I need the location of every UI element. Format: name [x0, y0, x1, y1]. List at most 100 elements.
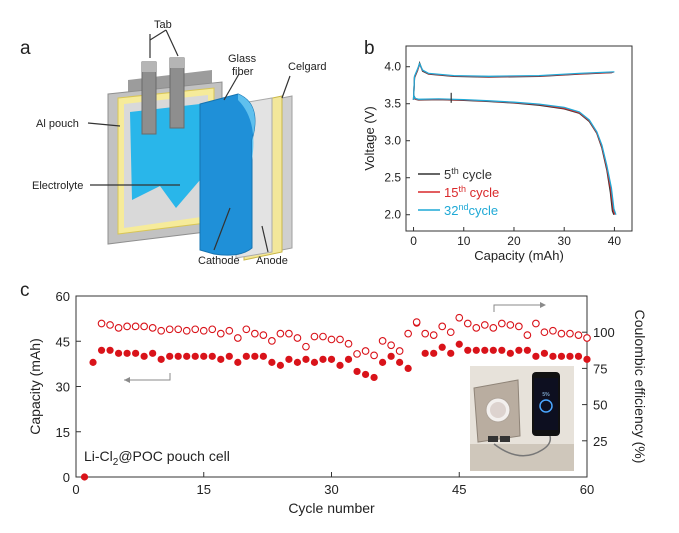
efficiency-point	[412, 318, 421, 326]
plot-frame-b	[405, 45, 633, 232]
efficiency-point	[480, 321, 489, 329]
y2-tick-label-c: 25	[593, 434, 607, 449]
capacity-arrowhead	[124, 377, 130, 383]
efficiency-point	[242, 325, 251, 334]
capacity-point	[353, 367, 361, 376]
capacity-point	[472, 346, 480, 354]
efficiency-point	[429, 331, 438, 339]
efficiency-point	[404, 329, 413, 338]
legend-label: 15th cycle	[444, 184, 499, 200]
capacity-point	[498, 346, 506, 354]
capacity-axis-arrow	[124, 373, 171, 381]
efficiency-point	[421, 329, 430, 338]
capacity-point	[251, 352, 259, 360]
capacity-point	[225, 352, 233, 360]
capacity-point	[302, 355, 310, 363]
x-tick-label-b: 10	[457, 234, 471, 248]
efficiency-point	[574, 331, 583, 339]
efficiency-point	[549, 326, 557, 335]
capacity-point	[515, 346, 523, 354]
efficiency-point	[233, 334, 242, 342]
capacity-point	[464, 346, 472, 354]
efficiency-point	[123, 322, 131, 331]
efficiency-point	[182, 326, 191, 335]
capacity-point	[404, 364, 412, 372]
efficiency-point	[506, 321, 515, 329]
x-tick-label-b: 40	[608, 234, 622, 248]
capacity-point	[166, 352, 174, 360]
capacity-point	[242, 352, 250, 360]
y2-tick-label-c: 50	[593, 398, 607, 413]
efficiency-point	[472, 324, 481, 332]
capacity-point	[447, 349, 455, 357]
efficiency-point	[353, 350, 361, 358]
x-tick-label-c: 60	[580, 482, 594, 497]
efficiency-point	[515, 322, 523, 331]
efficiency-point	[378, 337, 387, 345]
efficiency-point	[174, 325, 183, 334]
efficiency-point	[131, 322, 140, 331]
x-axis-title-c: Cycle number	[288, 500, 375, 516]
efficiency-point	[319, 332, 327, 341]
capacity-point	[481, 346, 489, 354]
capacity-point	[157, 355, 165, 363]
x-tick-label-c: 30	[324, 482, 338, 497]
efficiency-point	[140, 322, 148, 331]
capacity-point	[123, 349, 131, 357]
efficiency-point	[532, 319, 540, 328]
capacity-point	[455, 340, 463, 348]
y-tick-label-b: 4.0	[384, 60, 401, 74]
capacity-point	[421, 349, 429, 357]
capacity-point	[276, 361, 284, 369]
y-tick-label-c: 0	[63, 470, 70, 485]
y-tick-label-c: 30	[56, 380, 70, 395]
y2-tick-label-c: 75	[593, 361, 607, 376]
efficiency-point	[165, 325, 174, 334]
efficiency-point	[259, 331, 268, 339]
capacity-point	[310, 358, 319, 366]
efficiency-point	[216, 329, 225, 338]
efficiency-point	[523, 331, 532, 339]
efficiency-axis-arrow	[493, 304, 540, 312]
x-axis-title-b: Capacity (mAh)	[474, 248, 564, 263]
capacity-point	[319, 355, 327, 363]
capacity-point	[574, 352, 583, 360]
efficiency-point	[97, 319, 106, 328]
efficiency-point	[114, 324, 123, 332]
efficiency-point	[344, 339, 353, 348]
phone-screen-text: 5%	[542, 392, 550, 398]
y-tick-label-b: 3.0	[384, 134, 401, 148]
capacity-point	[293, 358, 302, 366]
capacity-point	[234, 358, 242, 366]
efficiency-point	[566, 329, 574, 338]
capacity-point	[106, 346, 114, 354]
pouch-cell-phone-photo: 5%	[470, 366, 574, 471]
capacity-point	[183, 352, 191, 360]
capacity-point	[430, 349, 438, 357]
y2-axis-title-c: Coulombic efficiency (%)	[632, 310, 648, 464]
capacity-point	[191, 352, 199, 360]
efficiency-point	[208, 325, 217, 334]
capacity-point	[336, 361, 344, 369]
capacity-point	[344, 355, 353, 363]
efficiency-point	[395, 347, 404, 355]
efficiency-point	[148, 324, 157, 332]
capacity-point	[489, 346, 497, 354]
x-tick-label-b: 30	[558, 234, 572, 248]
panel-label-c: c	[20, 280, 30, 301]
y-tick-label-b: 3.5	[384, 97, 401, 111]
series-discharge-line	[412, 95, 617, 215]
efficiency-point	[361, 347, 370, 355]
capacity-point	[89, 358, 97, 366]
capacity-point	[557, 352, 566, 360]
x-tick-label-b: 0	[410, 234, 417, 248]
capacity-point	[259, 352, 267, 360]
efficiency-point	[327, 335, 336, 344]
efficiency-point	[302, 342, 310, 351]
capacity-point	[540, 349, 549, 357]
efficiency-point	[446, 328, 455, 337]
efficiency-point	[268, 337, 276, 345]
capacity-point	[200, 352, 208, 360]
